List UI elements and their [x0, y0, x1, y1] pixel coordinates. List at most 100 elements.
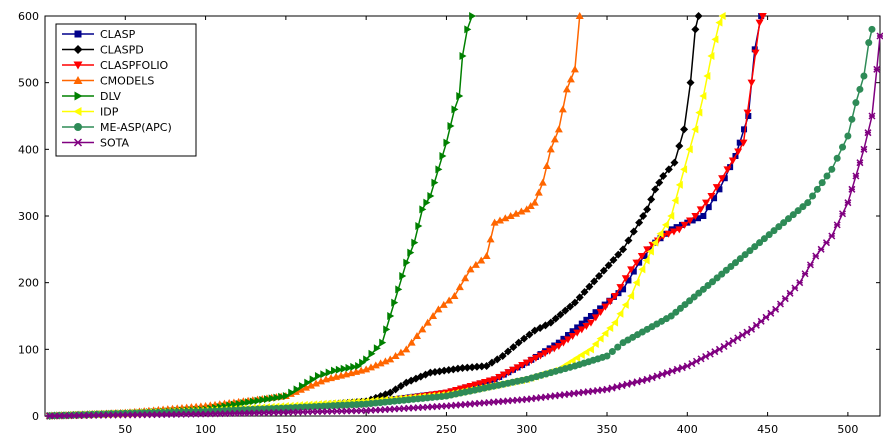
y-tick-label: 100 [18, 343, 39, 356]
data-point [574, 324, 581, 331]
data-point [630, 268, 637, 275]
data-point [596, 334, 604, 343]
data-point [461, 384, 470, 392]
data-point [325, 368, 333, 377]
legend-box [55, 23, 197, 157]
data-point [839, 143, 847, 151]
data-point [472, 362, 481, 371]
data-point [514, 338, 523, 347]
data-point [722, 266, 730, 274]
data-point [450, 292, 459, 299]
data-point [711, 35, 719, 44]
data-point [530, 326, 539, 335]
data-point [463, 363, 472, 372]
data-point [641, 253, 648, 259]
data-point [298, 382, 306, 390]
data-point [254, 396, 262, 405]
data-point [718, 175, 727, 183]
data-point [639, 212, 648, 220]
data-point [531, 354, 540, 362]
data-point [678, 221, 685, 228]
data-point [638, 265, 646, 274]
data-point [611, 293, 620, 300]
data-point [249, 397, 257, 406]
data-point [691, 125, 699, 134]
data-point [852, 99, 860, 107]
data-point [282, 392, 290, 400]
data-point [301, 383, 310, 391]
data-point [791, 284, 799, 292]
data-point [551, 314, 560, 323]
data-point [685, 217, 694, 225]
data-point [536, 352, 545, 360]
data-point [485, 377, 494, 385]
data-point [594, 272, 603, 280]
data-point [599, 266, 608, 275]
data-point [403, 258, 411, 267]
data-point [435, 165, 443, 174]
data-point [833, 154, 841, 162]
legend-label: IDP [100, 106, 119, 119]
data-point [844, 132, 852, 140]
data-point [368, 349, 376, 358]
data-point [627, 292, 635, 300]
data-point [482, 252, 491, 259]
data-point [520, 334, 529, 343]
data-point [591, 340, 599, 348]
data-point [555, 339, 562, 346]
data-point [512, 209, 521, 217]
data-point [601, 329, 609, 338]
data-point [673, 365, 681, 373]
x-tick-label: 350 [597, 423, 618, 436]
data-point [864, 129, 872, 137]
data-point [451, 105, 459, 114]
data-point [429, 312, 438, 319]
legend-marker [74, 91, 83, 101]
data-point [743, 109, 752, 117]
data-point [568, 333, 577, 340]
data-point [565, 332, 572, 339]
data-point [541, 350, 550, 358]
data-point [653, 372, 661, 380]
data-point [664, 230, 673, 238]
data-point [723, 166, 732, 174]
data-point [608, 384, 616, 392]
data-point [439, 152, 447, 160]
data-point [456, 385, 465, 393]
data-point [659, 172, 668, 180]
data-point [680, 165, 688, 174]
data-point [439, 300, 448, 308]
data-point [587, 313, 594, 319]
data-point [680, 125, 689, 134]
data-point [786, 289, 794, 297]
data-point [591, 314, 600, 322]
data-point [635, 218, 644, 227]
data-point [554, 343, 563, 350]
data-point [669, 228, 678, 236]
data-point [530, 198, 539, 206]
data-point [466, 265, 475, 273]
data-point [751, 243, 759, 251]
data-point [822, 239, 831, 247]
data-point [466, 383, 475, 390]
legend-marker [73, 61, 83, 70]
data-point [455, 283, 464, 291]
data-point [823, 172, 831, 180]
data-point [590, 277, 599, 286]
data-point [848, 115, 856, 123]
data-point [458, 364, 467, 372]
series-me-asp-apc- [44, 25, 876, 420]
data-point [818, 179, 826, 187]
data-point [860, 145, 868, 153]
y-tick-label: 300 [18, 210, 39, 223]
data-point [695, 215, 702, 222]
data-point [601, 303, 610, 311]
data-point [476, 380, 485, 388]
data-point [597, 305, 604, 312]
data-point [745, 113, 752, 119]
data-point [461, 274, 470, 282]
data-point [606, 298, 615, 306]
legend-entry: ME-ASP(APC) [62, 121, 172, 134]
data-point [558, 105, 567, 113]
